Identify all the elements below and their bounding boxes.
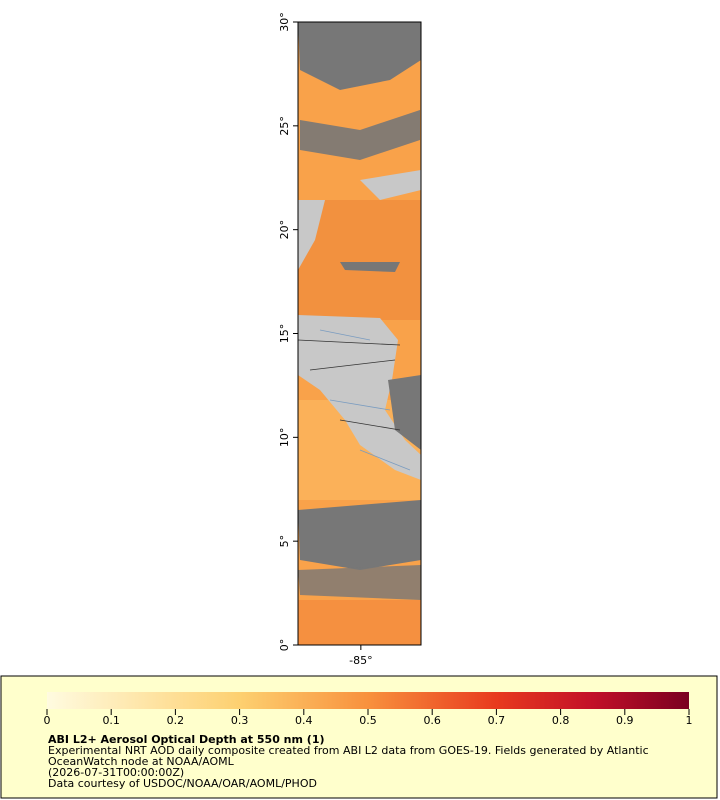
colorbar-tick-label: 0.3 bbox=[231, 714, 249, 727]
colorbar-tick-label: 0.9 bbox=[616, 714, 634, 727]
colorbar-tick-label: 0.7 bbox=[488, 714, 506, 727]
y-tick-label: 5° bbox=[278, 535, 291, 548]
colorbar-tick-label: 0.5 bbox=[359, 714, 377, 727]
colorbar-tick-label: 0.8 bbox=[552, 714, 570, 727]
y-tick-label: 25° bbox=[278, 116, 291, 136]
colorbar-tick-label: 1 bbox=[686, 714, 693, 727]
legend-line: Experimental NRT AOD daily composite cre… bbox=[48, 744, 649, 757]
y-tick-label: 15° bbox=[278, 324, 291, 344]
map-image bbox=[298, 22, 421, 645]
colorbar-tick-label: 0.1 bbox=[102, 714, 120, 727]
colorbar-tick-label: 0 bbox=[44, 714, 51, 727]
y-tick-label: 20° bbox=[278, 220, 291, 240]
legend-line: Data courtesy of USDOC/NOAA/OAR/AOML/PHO… bbox=[48, 777, 317, 790]
colorbar-tick-label: 0.6 bbox=[423, 714, 441, 727]
y-tick-label: 30° bbox=[278, 12, 291, 32]
y-tick-label: 0° bbox=[278, 639, 291, 652]
y-tick-label: 10° bbox=[278, 428, 291, 448]
colorbar bbox=[47, 692, 689, 709]
x-tick-label: -85° bbox=[349, 654, 372, 667]
legend-line: OceanWatch node at NOAA/AOML bbox=[48, 755, 235, 768]
colorbar-tick-label: 0.4 bbox=[295, 714, 313, 727]
legend-title: ABI L2+ Aerosol Optical Depth at 550 nm … bbox=[48, 733, 325, 746]
legend-line: (2026-07-31T00:00:00Z) bbox=[48, 766, 184, 779]
colorbar-tick-label: 0.2 bbox=[167, 714, 185, 727]
